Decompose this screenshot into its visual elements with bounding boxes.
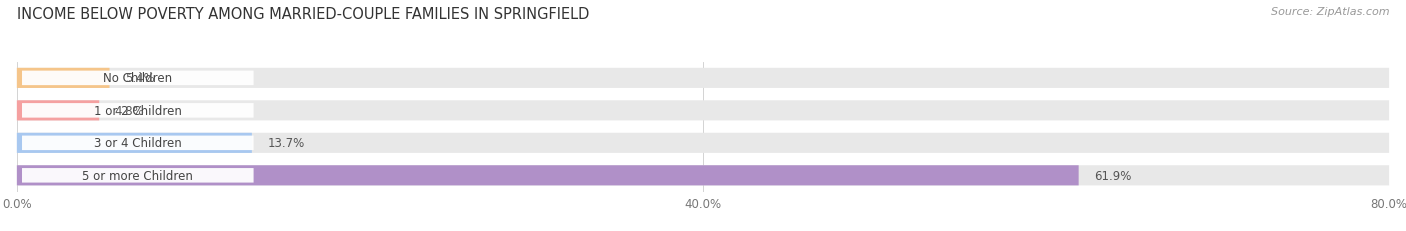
- FancyBboxPatch shape: [22, 71, 253, 86]
- FancyBboxPatch shape: [17, 166, 1078, 185]
- Text: INCOME BELOW POVERTY AMONG MARRIED-COUPLE FAMILIES IN SPRINGFIELD: INCOME BELOW POVERTY AMONG MARRIED-COUPL…: [17, 7, 589, 22]
- FancyBboxPatch shape: [22, 104, 253, 118]
- Text: No Children: No Children: [103, 72, 173, 85]
- FancyBboxPatch shape: [22, 136, 253, 150]
- Text: 13.7%: 13.7%: [267, 137, 305, 150]
- Text: 61.9%: 61.9%: [1094, 169, 1132, 182]
- Text: 1 or 2 Children: 1 or 2 Children: [94, 104, 181, 117]
- Text: Source: ZipAtlas.com: Source: ZipAtlas.com: [1271, 7, 1389, 17]
- Text: 3 or 4 Children: 3 or 4 Children: [94, 137, 181, 150]
- FancyBboxPatch shape: [17, 133, 1389, 153]
- FancyBboxPatch shape: [17, 69, 110, 88]
- Text: 4.8%: 4.8%: [115, 104, 145, 117]
- FancyBboxPatch shape: [17, 101, 1389, 121]
- FancyBboxPatch shape: [17, 101, 100, 121]
- FancyBboxPatch shape: [17, 133, 252, 153]
- FancyBboxPatch shape: [17, 166, 1389, 185]
- FancyBboxPatch shape: [22, 168, 253, 183]
- Text: 5.4%: 5.4%: [125, 72, 155, 85]
- Text: 5 or more Children: 5 or more Children: [83, 169, 193, 182]
- FancyBboxPatch shape: [17, 69, 1389, 88]
